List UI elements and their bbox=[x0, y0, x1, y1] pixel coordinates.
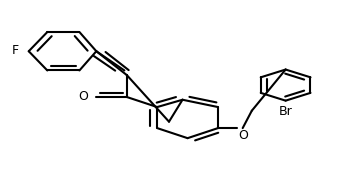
Text: O: O bbox=[78, 90, 88, 104]
Text: O: O bbox=[238, 129, 248, 142]
Text: Br: Br bbox=[279, 105, 292, 118]
Text: F: F bbox=[12, 44, 19, 57]
